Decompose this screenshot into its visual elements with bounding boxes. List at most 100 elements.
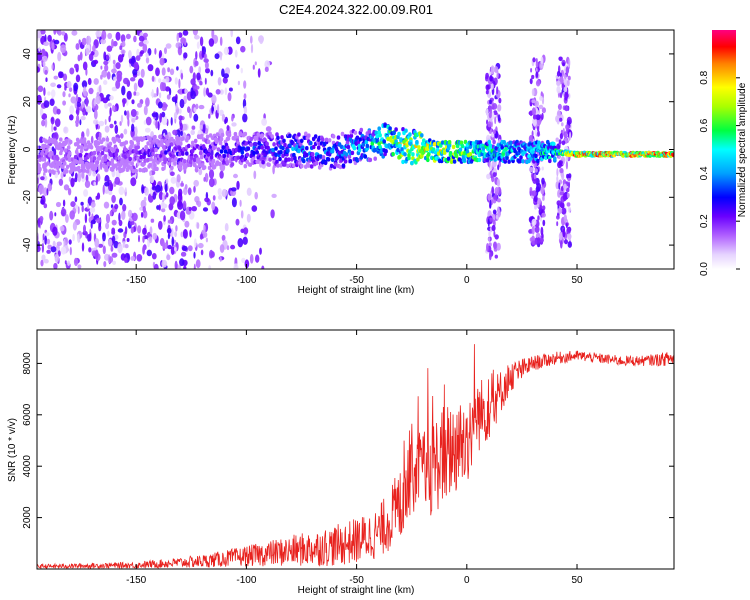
burst-blob [568,58,571,68]
signal-blob [311,144,316,150]
signal-blob [178,146,182,151]
y-tick-label: -20 [22,190,33,205]
signal-blob [164,150,168,155]
noise-blob [161,259,168,268]
noise-blob [142,227,147,235]
signal-blob [323,160,328,166]
signal-blob [267,162,271,167]
noise-blob [254,61,257,66]
noise-blob [255,254,260,263]
signal-blob [205,134,210,139]
burst-blob [489,199,492,209]
noise-blob [251,205,258,212]
noise-blob [96,217,101,224]
noise-blob [145,57,150,64]
noise-blob [43,203,48,209]
noise-blob [178,78,181,89]
noise-blob [104,125,110,133]
signal-blob [109,152,114,158]
noise-blob [149,175,155,184]
noise-blob [42,61,46,68]
burst-blob [494,116,497,125]
signal-blob [207,147,212,153]
burst-blob [494,187,500,194]
noise-blob [141,184,145,194]
burst-blob [529,78,533,85]
burst-blob [558,139,562,145]
burst-blob [497,114,501,122]
noise-blob [41,254,46,261]
colorbar: 0.0 0.2 0.4 0.6 0.8 Normalized spectral ampl… [699,30,748,276]
signal-blob [148,162,152,168]
noise-blob [107,32,113,40]
noise-blob [264,60,271,69]
noise-blob [68,239,72,245]
noise-blob [80,116,86,121]
noise-blob [236,180,240,190]
noise-blob [117,243,123,254]
noise-blob [72,233,75,242]
signal-blob [215,132,220,137]
noise-blob [81,171,85,179]
noise-blob [100,65,103,70]
signal-blob [79,145,84,150]
noise-blob [224,67,231,75]
noise-blob [231,197,237,208]
burst-blob [488,237,491,242]
noise-blob [60,246,67,255]
noise-blob [222,77,228,84]
noise-blob [145,97,150,107]
signal-blob [335,155,340,160]
signal-blob [275,159,279,164]
noise-blob [151,89,154,99]
signal-blob [326,157,331,162]
noise-blob [131,123,135,132]
signal-blob [505,155,509,160]
signal-blob [44,168,48,173]
burst-blob [535,61,539,68]
burst-blob [493,241,498,250]
noise-blob [149,170,152,177]
signal-blob [507,159,511,164]
burst-blob [542,219,546,227]
noise-blob [124,187,127,193]
noise-blob [107,239,113,247]
signal-blob [373,147,378,153]
noise-blob [137,225,142,234]
signal-blob [426,157,430,163]
noise-blob [105,54,110,60]
burst-blob [496,86,499,95]
noise-blob [122,98,126,108]
noise-blob [77,54,81,62]
noise-blob [130,109,137,117]
noise-blob [182,200,187,210]
signal-blob [76,139,81,144]
noise-blob [79,119,82,126]
noise-blob [219,89,224,95]
signal-blob [225,160,230,165]
signal-blob [276,163,280,168]
signal-blob [274,152,278,157]
signal-blob [227,132,232,138]
noise-blob [51,146,55,152]
burst-blob [490,65,495,75]
signal-blob [383,123,387,128]
noise-blob [47,183,53,192]
burst-blob [486,243,489,252]
noise-blob [85,48,90,56]
signal-blob [420,133,424,138]
signal-blob [50,151,54,157]
noise-blob [175,225,178,232]
noise-blob [160,201,166,209]
noise-blob [69,246,72,256]
noise-blob [126,110,130,121]
signal-blob [298,160,302,166]
noise-blob [257,68,261,78]
noise-blob [69,67,75,75]
noise-blob [122,240,126,249]
noise-blob [111,86,118,92]
noise-blob [112,40,118,47]
noise-blob [60,44,67,54]
signal-blob [468,152,473,157]
noise-blob [71,30,78,36]
